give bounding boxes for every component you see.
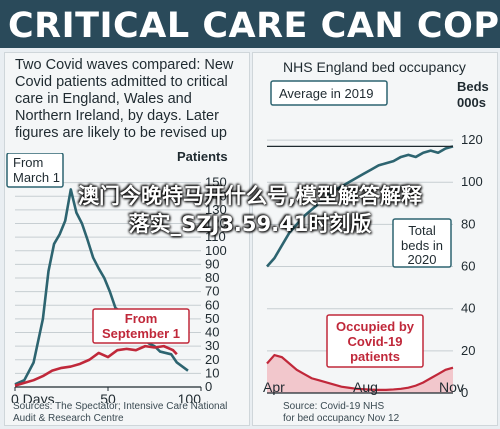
y-tick-label: 120 xyxy=(461,132,483,147)
annotation-wave2-label: From xyxy=(125,311,158,326)
y-tick-label: 10 xyxy=(205,365,219,380)
y-tick-label: 100 xyxy=(205,243,227,258)
annotation-box-covid xyxy=(326,314,424,368)
headline: CRITICAL CARE CAN COPE xyxy=(8,6,500,46)
y-tick-label: 40 xyxy=(205,325,219,340)
bed-occupancy-chart: 0 20 40 60 80 100 120 Average in 2019 Totalbeds … xyxy=(266,80,483,399)
y-tick-label: 90 xyxy=(205,256,219,271)
watermark-overlay: 澳门今晚特马开什么号,模型解答解释 落实_SZJ3.59.41时刻版 xyxy=(0,182,500,238)
annotation-average-label: Average in 2019 xyxy=(279,86,373,101)
y-tick-label: 20 xyxy=(205,352,219,367)
y-tick-label: 40 xyxy=(461,301,475,316)
series-line-1 xyxy=(14,188,189,386)
y-tick-label: 110 xyxy=(205,229,226,244)
annotation-total-line3: 2020 xyxy=(408,252,437,267)
y-tick-label: 50 xyxy=(205,311,219,326)
x-tick-label: Apr xyxy=(263,379,285,395)
left-source-line-1: Sources: The Spectator; Intensive Care N… xyxy=(13,401,228,412)
annotation-box-wave1 xyxy=(6,153,64,188)
y-tick-label: 60 xyxy=(461,259,475,274)
y-tick-label: 70 xyxy=(205,284,219,299)
x-tick-label: Nov xyxy=(439,379,464,395)
y-tick-label: 140 xyxy=(205,188,227,203)
y-tick-label: 80 xyxy=(205,270,219,285)
right-title: NHS England bed occupancy xyxy=(283,59,466,75)
covid-occupancy-area xyxy=(267,355,453,393)
left-source-line-2: Audit & Research Centre xyxy=(13,413,124,424)
annotation-covid-line3: patients xyxy=(350,349,400,364)
y-axis-label-beds: Beds 000s xyxy=(457,79,497,111)
covid-occupancy-line xyxy=(266,353,454,391)
y-axis-label-patients: Patients xyxy=(177,149,228,164)
total-beds-line xyxy=(266,145,454,268)
right-panel: NHS England bed occupancy Beds 000s 0 20 4… xyxy=(252,52,498,426)
right-sources: Source: Covid-19 NHS for bed occupancy N… xyxy=(283,401,399,425)
series-line-2 xyxy=(14,344,178,387)
annotation-wave1-label: From xyxy=(13,155,43,170)
annotation-wave2-label-line2: September 1 xyxy=(102,326,180,341)
y-tick-label: 60 xyxy=(205,297,219,312)
y-tick-label: 20 xyxy=(461,343,475,358)
annotation-box-average xyxy=(270,80,388,106)
y-tick-label: 0 xyxy=(205,379,212,394)
y-tick-label: 120 xyxy=(205,216,227,231)
annotation-box-wave2 xyxy=(92,308,190,344)
annotation-total-line2: beds in xyxy=(401,238,443,253)
y-tick-label: 30 xyxy=(205,338,219,353)
y-tick-label: 150 xyxy=(205,175,227,190)
left-sources: Sources: The Spectator; Intensive Care N… xyxy=(13,401,227,425)
x-tick-label: Aug xyxy=(353,379,378,395)
annotation-covid-line2: Covid-19 xyxy=(348,334,403,349)
y-tick-label: 0 xyxy=(461,385,468,399)
right-source-line-2: for bed occupancy Nov 12 xyxy=(283,413,400,424)
headline-banner: CRITICAL CARE CAN COPE xyxy=(0,0,500,48)
x-tick-label: 50 xyxy=(100,391,116,403)
left-description: Two Covid waves compared: New Covid pati… xyxy=(15,57,234,141)
y-tick-label: 80 xyxy=(461,216,475,231)
annotation-total-line1: Total xyxy=(408,223,436,238)
annotation-box-total xyxy=(392,218,452,268)
left-panel: Two Covid waves compared: New Covid pati… xyxy=(4,52,250,426)
y-tick-label: 100 xyxy=(461,174,483,189)
x-tick-label: 100 xyxy=(178,391,202,403)
right-source-line-1: Source: Covid-19 NHS xyxy=(283,401,385,412)
y-axis-label-beds-text: Beds 000s xyxy=(457,79,489,110)
watermark-line-2: 落实_SZJ3.59.41时刻版 xyxy=(128,212,372,236)
x-tick-label: 0 Days xyxy=(11,391,55,403)
annotation-covid-line1: Occupied by xyxy=(336,319,415,334)
watermark-line-1: 澳门今晚特马开什么号,模型解答解释 xyxy=(78,184,422,208)
y-tick-label: 130 xyxy=(205,202,227,217)
annotation-wave1-label-line2: March 1 xyxy=(13,170,60,185)
